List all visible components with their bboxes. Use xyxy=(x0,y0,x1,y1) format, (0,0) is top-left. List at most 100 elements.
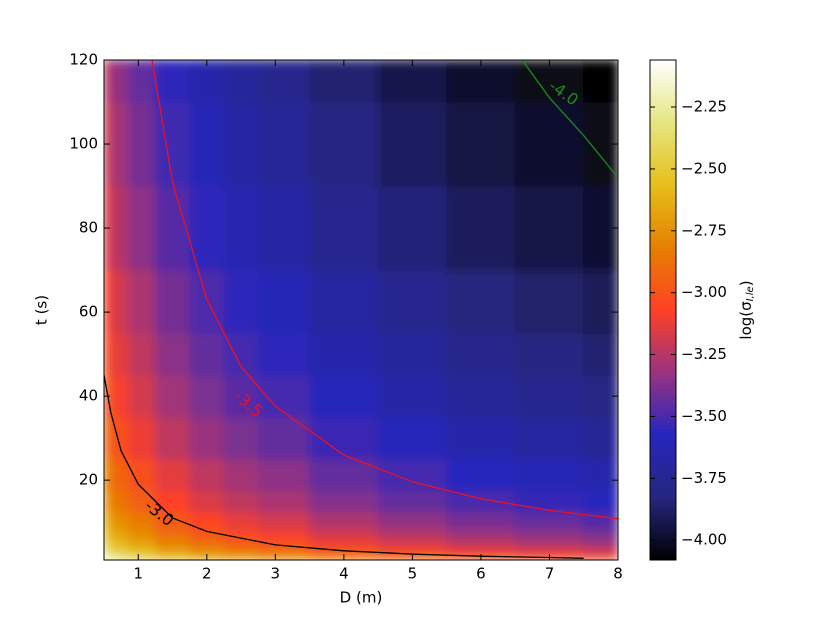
heatmap-cell xyxy=(446,546,516,555)
heatmap-cell xyxy=(189,511,225,529)
heatmap-cell xyxy=(583,557,618,560)
y-tick-label: 120 xyxy=(69,51,98,69)
heatmap-cell xyxy=(377,490,448,513)
heatmap-cell xyxy=(309,332,379,376)
heatmap-cell xyxy=(112,269,131,334)
colorbar-tick-label: −2.25 xyxy=(681,98,727,116)
heatmap-cell xyxy=(104,332,114,376)
heatmap-cell xyxy=(583,527,618,540)
heatmap-cell xyxy=(583,553,618,559)
heatmap-cells xyxy=(104,60,618,560)
heatmap-cell xyxy=(112,538,131,548)
contour-line xyxy=(521,60,618,179)
heatmap-cell xyxy=(309,490,379,513)
heatmap-cell xyxy=(514,60,585,103)
colorbar xyxy=(649,59,677,561)
heatmap-cell xyxy=(112,490,131,513)
heatmap-cell xyxy=(189,416,225,460)
heatmap-cell xyxy=(104,416,114,460)
heatmap-cell xyxy=(583,546,618,555)
heatmap-cell xyxy=(154,332,191,376)
heatmap-cell xyxy=(446,332,516,376)
colorbar-label-part: log(σ xyxy=(737,301,755,340)
heatmap-cell xyxy=(309,458,379,492)
heatmap-cell xyxy=(446,101,516,187)
heatmap-cell xyxy=(154,374,191,418)
heatmap-cell xyxy=(189,60,225,103)
heatmap-cell xyxy=(104,527,114,540)
heatmap-cell xyxy=(309,185,379,271)
heatmap-cell xyxy=(154,546,191,555)
heatmap-cell xyxy=(154,458,191,492)
heatmap-cell xyxy=(257,101,311,187)
heatmap-cell xyxy=(514,511,585,529)
heatmap-cell xyxy=(189,374,225,418)
heatmap-cell xyxy=(309,374,379,418)
heatmap-cell xyxy=(189,546,225,555)
heatmap-cell xyxy=(104,546,114,555)
heatmap-cell xyxy=(377,269,448,334)
heatmap-cell xyxy=(189,332,225,376)
heatmap-cell xyxy=(377,374,448,418)
heatmap-cell xyxy=(257,527,311,540)
heatmap-cell xyxy=(257,269,311,334)
colorbar-tick-label: −3.50 xyxy=(681,407,727,425)
heatmap-cell xyxy=(257,185,311,271)
heatmap-cell xyxy=(377,60,448,103)
heatmap-cell xyxy=(154,490,191,513)
heatmap-cell xyxy=(104,269,114,334)
heatmap-cell xyxy=(189,538,225,548)
colorbar-tick-label: −3.25 xyxy=(681,345,727,363)
heatmap-cell xyxy=(446,458,516,492)
heatmap-cell xyxy=(129,101,156,187)
heatmap-cell xyxy=(583,511,618,529)
heatmap-cell xyxy=(104,511,114,529)
heatmap-cell xyxy=(223,374,259,418)
heatmap-cell xyxy=(514,101,585,187)
heatmap-cell xyxy=(257,458,311,492)
heatmap-cell xyxy=(223,553,259,559)
y-tick-label: 60 xyxy=(79,303,98,321)
heatmap-cell xyxy=(446,374,516,418)
heatmap-cell xyxy=(129,527,156,540)
heatmap-cell xyxy=(223,269,259,334)
heatmap-cell xyxy=(223,511,259,529)
heatmap-cell xyxy=(154,511,191,529)
x-tick-label: 2 xyxy=(202,565,212,583)
heatmap-cell xyxy=(112,416,131,460)
colorbar-label-sub: I,le xyxy=(745,286,756,301)
heatmap-cell xyxy=(446,269,516,334)
heatmap-cell xyxy=(446,527,516,540)
heatmap-cell xyxy=(257,546,311,555)
y-tick-label: 40 xyxy=(79,387,98,405)
heatmap-cell xyxy=(112,511,131,529)
heatmap-cell xyxy=(223,332,259,376)
heatmap-cell xyxy=(446,60,516,103)
heatmap-cell xyxy=(377,527,448,540)
heatmap-cell xyxy=(154,553,191,559)
heatmap-cell xyxy=(514,332,585,376)
heatmap-cell xyxy=(129,546,156,555)
heatmap-cell xyxy=(223,101,259,187)
heatmap-cell xyxy=(583,332,618,376)
heatmap-cell xyxy=(257,511,311,529)
heatmap-cell xyxy=(104,553,114,559)
heatmap-cell xyxy=(583,60,618,103)
heatmap-cell xyxy=(446,511,516,529)
heatmap-cell xyxy=(257,538,311,548)
heatmap-cell xyxy=(189,490,225,513)
heatmap-cell xyxy=(154,60,191,103)
heatmap-cell xyxy=(257,374,311,418)
plot-frame xyxy=(103,59,619,561)
heatmap-cell xyxy=(514,416,585,460)
heatmap-cell xyxy=(377,511,448,529)
heatmap-cell xyxy=(377,101,448,187)
x-axis-label: D (m) xyxy=(340,589,383,607)
heatmap-cell xyxy=(223,490,259,513)
heatmap-cell xyxy=(112,546,131,555)
contour-line xyxy=(151,60,618,520)
colorbar-label: log(σI,le) xyxy=(737,280,757,339)
y-tick-label: 20 xyxy=(79,471,98,489)
heatmap-cell xyxy=(377,458,448,492)
heatmap-cell xyxy=(154,557,191,560)
